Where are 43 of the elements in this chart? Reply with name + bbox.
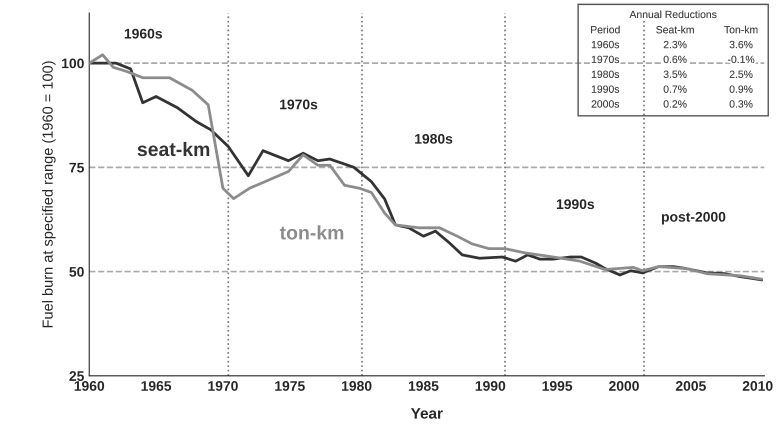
annotation: post-2000 — [662, 212, 726, 225]
annotation: 1970s — [592, 56, 620, 64]
annotation: Ton-km — [724, 26, 758, 34]
annotation: 1990s — [556, 199, 594, 210]
y-tick-label: 50 — [69, 266, 84, 277]
x-tick-label: 1965 — [142, 381, 172, 391]
annotation: 0.9% — [730, 85, 753, 93]
x-tick-label: 1990 — [476, 381, 506, 391]
annotation: 1980s — [415, 134, 452, 144]
annotation: 1960s — [592, 40, 620, 48]
annotation: 3.6% — [730, 40, 753, 48]
x-axis-title: Year — [410, 408, 443, 419]
annotation: 2.3% — [664, 40, 687, 48]
annotation: 0.7% — [664, 85, 687, 93]
annotation: 0.3% — [730, 100, 753, 108]
x-tick-label: 2005 — [676, 381, 706, 391]
annotation: 1970s — [280, 99, 318, 110]
annotation: Annual Reductions — [629, 10, 717, 18]
annotation: -0.1% — [728, 56, 754, 64]
x-tick-label: 1985 — [408, 381, 439, 391]
y-tick-label: 25 — [69, 371, 84, 381]
annotation: 3.5% — [664, 70, 687, 78]
annotation: 1990s — [592, 85, 620, 93]
annotation: 0.2% — [664, 100, 687, 108]
text: ton-km — [280, 225, 344, 240]
x-tick-label: 1980 — [342, 381, 372, 391]
annotation: 0.6% — [664, 56, 687, 64]
y-axis-title: Fuel burn at specified range (1960 = 100) — [42, 61, 56, 328]
annotation: Period — [591, 26, 620, 34]
annotation: 1960s — [124, 28, 162, 39]
x-tick-label: 1970 — [208, 381, 238, 391]
x-tick-label: 2010 — [742, 381, 773, 391]
x-tick-label: 1975 — [275, 381, 305, 391]
x-tick-label: 2000 — [609, 381, 639, 391]
x-tick-label: 1995 — [542, 381, 572, 391]
y-tick-label: 100 — [62, 58, 84, 68]
annotation: 2000s — [592, 100, 620, 108]
series-label: seat-km — [138, 142, 210, 156]
y-tick-label: 75 — [70, 162, 84, 173]
annotation: 2.5% — [730, 70, 753, 78]
annotation: 1980s — [592, 70, 620, 78]
x-tick-label: 1960 — [74, 381, 104, 391]
annotation: Seat-km — [656, 26, 694, 34]
